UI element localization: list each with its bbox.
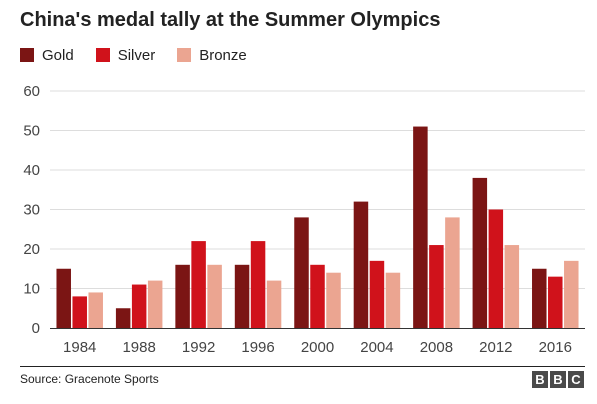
bar-silver-2012 xyxy=(488,209,504,328)
bar-bronze-1988 xyxy=(147,280,163,328)
legend-item-bronze: Bronze xyxy=(177,47,247,64)
y-tick-label: 40 xyxy=(23,162,40,179)
x-tick-label: 2004 xyxy=(360,339,393,356)
legend: Gold Silver Bronze xyxy=(20,45,269,65)
x-tick-label: 1996 xyxy=(241,339,274,356)
bar-gold-2000 xyxy=(294,217,309,328)
x-tick-label: 1984 xyxy=(63,339,96,356)
legend-swatch-bronze xyxy=(177,48,192,62)
bar-silver-1992 xyxy=(191,241,206,328)
bar-bronze-2000 xyxy=(326,272,341,328)
bbc-logo-letter: B xyxy=(550,371,566,388)
bar-gold-1984 xyxy=(56,268,71,328)
x-tick-label: 2012 xyxy=(479,339,512,356)
y-tick-label: 0 xyxy=(32,320,40,337)
bar-silver-2000 xyxy=(310,264,325,328)
bar-bronze-1992 xyxy=(207,264,222,328)
x-tick-label: 2008 xyxy=(420,339,453,356)
y-tick-label: 30 xyxy=(23,202,40,219)
bar-silver-2004 xyxy=(369,260,385,328)
legend-item-gold: Gold xyxy=(20,47,74,64)
bar-bronze-2004 xyxy=(385,272,401,328)
y-tick-label: 20 xyxy=(23,241,40,258)
bar-gold-1996 xyxy=(234,264,250,328)
legend-label-silver: Silver xyxy=(117,46,156,64)
bar-gold-2016 xyxy=(532,268,547,328)
y-tick-label: 60 xyxy=(23,83,40,100)
bar-gold-2012 xyxy=(472,177,488,328)
bar-gold-1992 xyxy=(175,264,190,328)
bar-gold-2008 xyxy=(413,126,428,328)
legend-swatch-silver xyxy=(95,48,110,62)
source-note: Source: Gracenote Sports xyxy=(20,372,159,386)
bar-bronze-2016 xyxy=(564,260,579,328)
y-tick-label: 10 xyxy=(23,281,40,298)
chart-title: China's medal tally at the Summer Olympi… xyxy=(20,9,441,31)
x-tick-label: 2016 xyxy=(539,339,572,356)
legend-label-bronze: Bronze xyxy=(199,46,247,64)
bar-gold-2004 xyxy=(353,201,369,328)
bar-bronze-2012 xyxy=(504,245,520,328)
y-tick-label: 50 xyxy=(23,123,40,140)
bar-silver-1988 xyxy=(131,284,147,328)
bbc-logo: B B C xyxy=(530,371,584,388)
bbc-logo-letter: C xyxy=(568,371,584,388)
x-tick-label: 1992 xyxy=(182,339,215,356)
footer-divider xyxy=(20,366,585,367)
bar-bronze-2008 xyxy=(445,217,460,328)
bbc-logo-letter: B xyxy=(532,371,548,388)
legend-swatch-gold xyxy=(20,48,34,62)
bar-silver-2008 xyxy=(429,245,444,328)
bar-bronze-1984 xyxy=(88,292,103,328)
bar-bronze-1996 xyxy=(266,280,282,328)
bar-silver-2016 xyxy=(548,276,563,328)
x-tick-label: 2000 xyxy=(301,339,334,356)
legend-label-gold: Gold xyxy=(42,46,74,64)
bar-silver-1996 xyxy=(250,241,266,328)
bar-gold-1988 xyxy=(115,308,131,328)
x-tick-label: 1988 xyxy=(122,339,155,356)
legend-item-silver: Silver xyxy=(95,46,156,64)
bar-silver-1984 xyxy=(72,296,87,328)
